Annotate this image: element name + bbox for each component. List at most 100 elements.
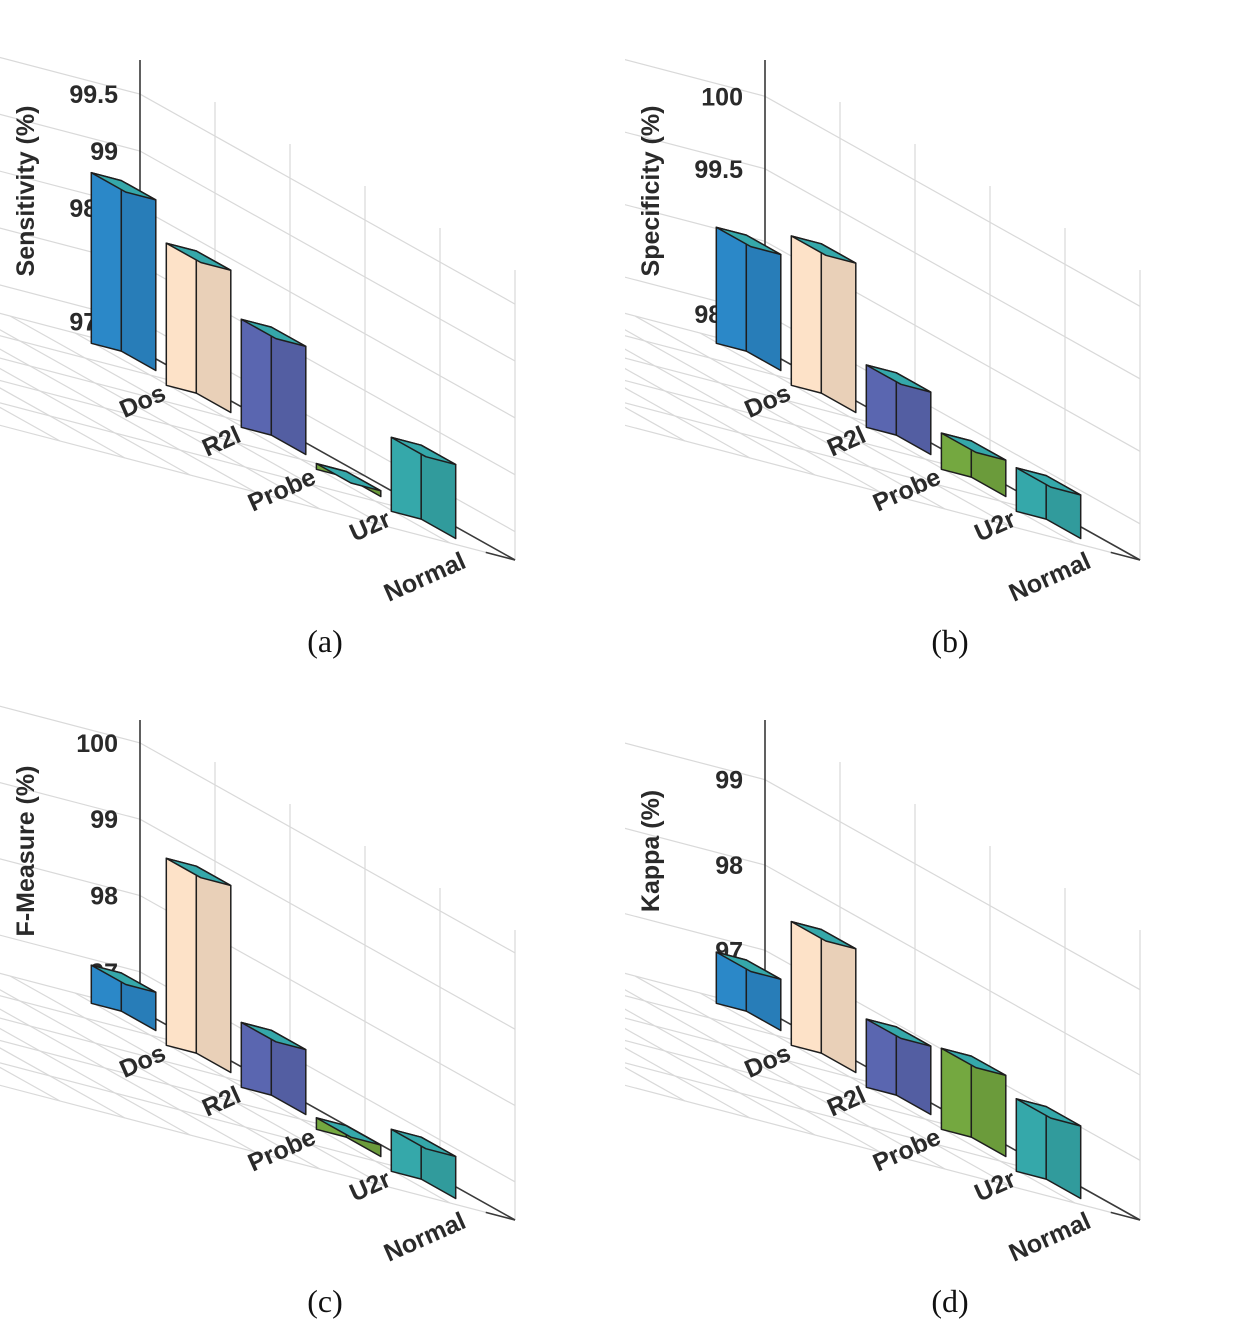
depth-axis [1110,551,1141,561]
bars [90,857,457,1200]
bar-normal [1015,467,1082,540]
panel-caption: (b) [931,623,968,659]
y-axis-label: F-Measure (%) [12,766,40,937]
x-tick-label: Probe [244,463,320,517]
bar-side-face [240,318,273,436]
y-tick-label: 99 [715,767,743,795]
floor-grid-line [9,975,386,1187]
panel-caption: (d) [931,1283,968,1319]
bar-front-face [195,865,232,1074]
bar-top-face [90,171,157,201]
floor-grid-line [625,348,881,493]
y-tick-label: 98 [90,883,118,911]
bar-top-face [940,1047,1007,1077]
x-tick-label: Dos [115,1039,170,1084]
x-tick-label: U2r [345,505,395,548]
bar-top-face [715,226,782,256]
bar-top-face [790,235,857,264]
bar-side-face [715,226,748,352]
bar-top-face [90,964,157,994]
x-tick-label: Probe [869,1123,945,1177]
y-gridline [625,59,1141,307]
x-tick-label: Dos [115,379,170,424]
floor-grid-line [634,975,1011,1187]
bar-normal [390,436,457,540]
bar-top-face [715,951,782,981]
bar-u2r [315,1117,382,1158]
y-axis-label: Kappa (%) [637,790,665,912]
depth-axis [485,551,516,561]
floor-grid-line [625,312,766,351]
bar-top-face [865,364,932,393]
x-tick-label: Dos [740,379,795,424]
bar-side-face [90,171,123,352]
y-tick-labels: 979899100 [76,730,118,987]
bar-top-face [1015,467,1082,496]
bar-top-face [790,920,857,950]
floor-grid-line [625,1008,881,1153]
x-tick-label: U2r [345,1165,395,1208]
bar-side-face [790,920,823,1054]
bar-normal [1015,1098,1082,1200]
y-tick-label: 99 [90,806,118,834]
x-tick-label: Normal [380,1207,470,1268]
y-tick-label: 99.5 [694,156,743,184]
floor-grid-line [699,332,1076,544]
floor-grid-line [0,1027,191,1136]
chart-svg: 979899100F-Measure (%)DosR2lProbeU2rNorm… [0,705,516,1319]
bars [715,920,1082,1200]
y-tick-label: 99 [90,138,118,166]
bar-dos [715,226,782,372]
bar-front-face [120,179,157,372]
y-gridline [0,705,516,954]
floor-grid-line [0,1008,256,1153]
bar-front-face [270,326,307,456]
floor-grid-line [625,995,841,1053]
bar-r2l [165,242,232,414]
bars [715,226,1082,540]
floor-grid-line [0,989,321,1170]
bar-top-face [1015,1098,1082,1127]
floor-grid-line [74,332,451,544]
floor-grid-line [0,387,126,459]
bar-front-face [745,234,782,372]
bar-r2l [790,235,857,414]
bar-r2l [165,857,232,1074]
floor-grid-line [625,367,816,476]
bar-top-face [390,1128,457,1158]
bar-top-face [165,857,232,887]
x-tick-label: Probe [869,463,945,517]
y-axis-label: Sensitivity (%) [12,106,40,277]
bar-dos [90,964,157,1032]
bar-front-face [820,928,857,1074]
y-axis-label: Specificity (%) [637,106,665,277]
floor-grid-line [0,335,216,393]
x-tick-label: Dos [740,1039,795,1084]
bar-u2r [940,1047,1007,1158]
y-tick-label: 100 [701,83,743,111]
floor-grid-line [625,972,766,1011]
bar-probe [865,364,932,456]
panel-caption: (c) [307,1283,343,1319]
x-tick-label: U2r [970,1165,1020,1208]
bar-front-face [820,243,857,414]
grid [625,720,1141,1221]
bar-dos [90,171,157,372]
y-tick-label: 98 [715,852,743,880]
floor-grid-line [74,992,451,1204]
bar-u2r [940,432,1007,498]
floor-grid-line [625,329,946,510]
floor-grid-line [0,1047,126,1119]
floor-grid-line [0,348,256,493]
bar-top-face [940,432,1007,461]
floor-grid-line [625,989,946,1170]
bar-probe [865,1018,932,1116]
y-tick-label: 99.5 [69,81,118,109]
floor-grid-line [9,315,386,527]
bar-front-face [195,250,232,414]
